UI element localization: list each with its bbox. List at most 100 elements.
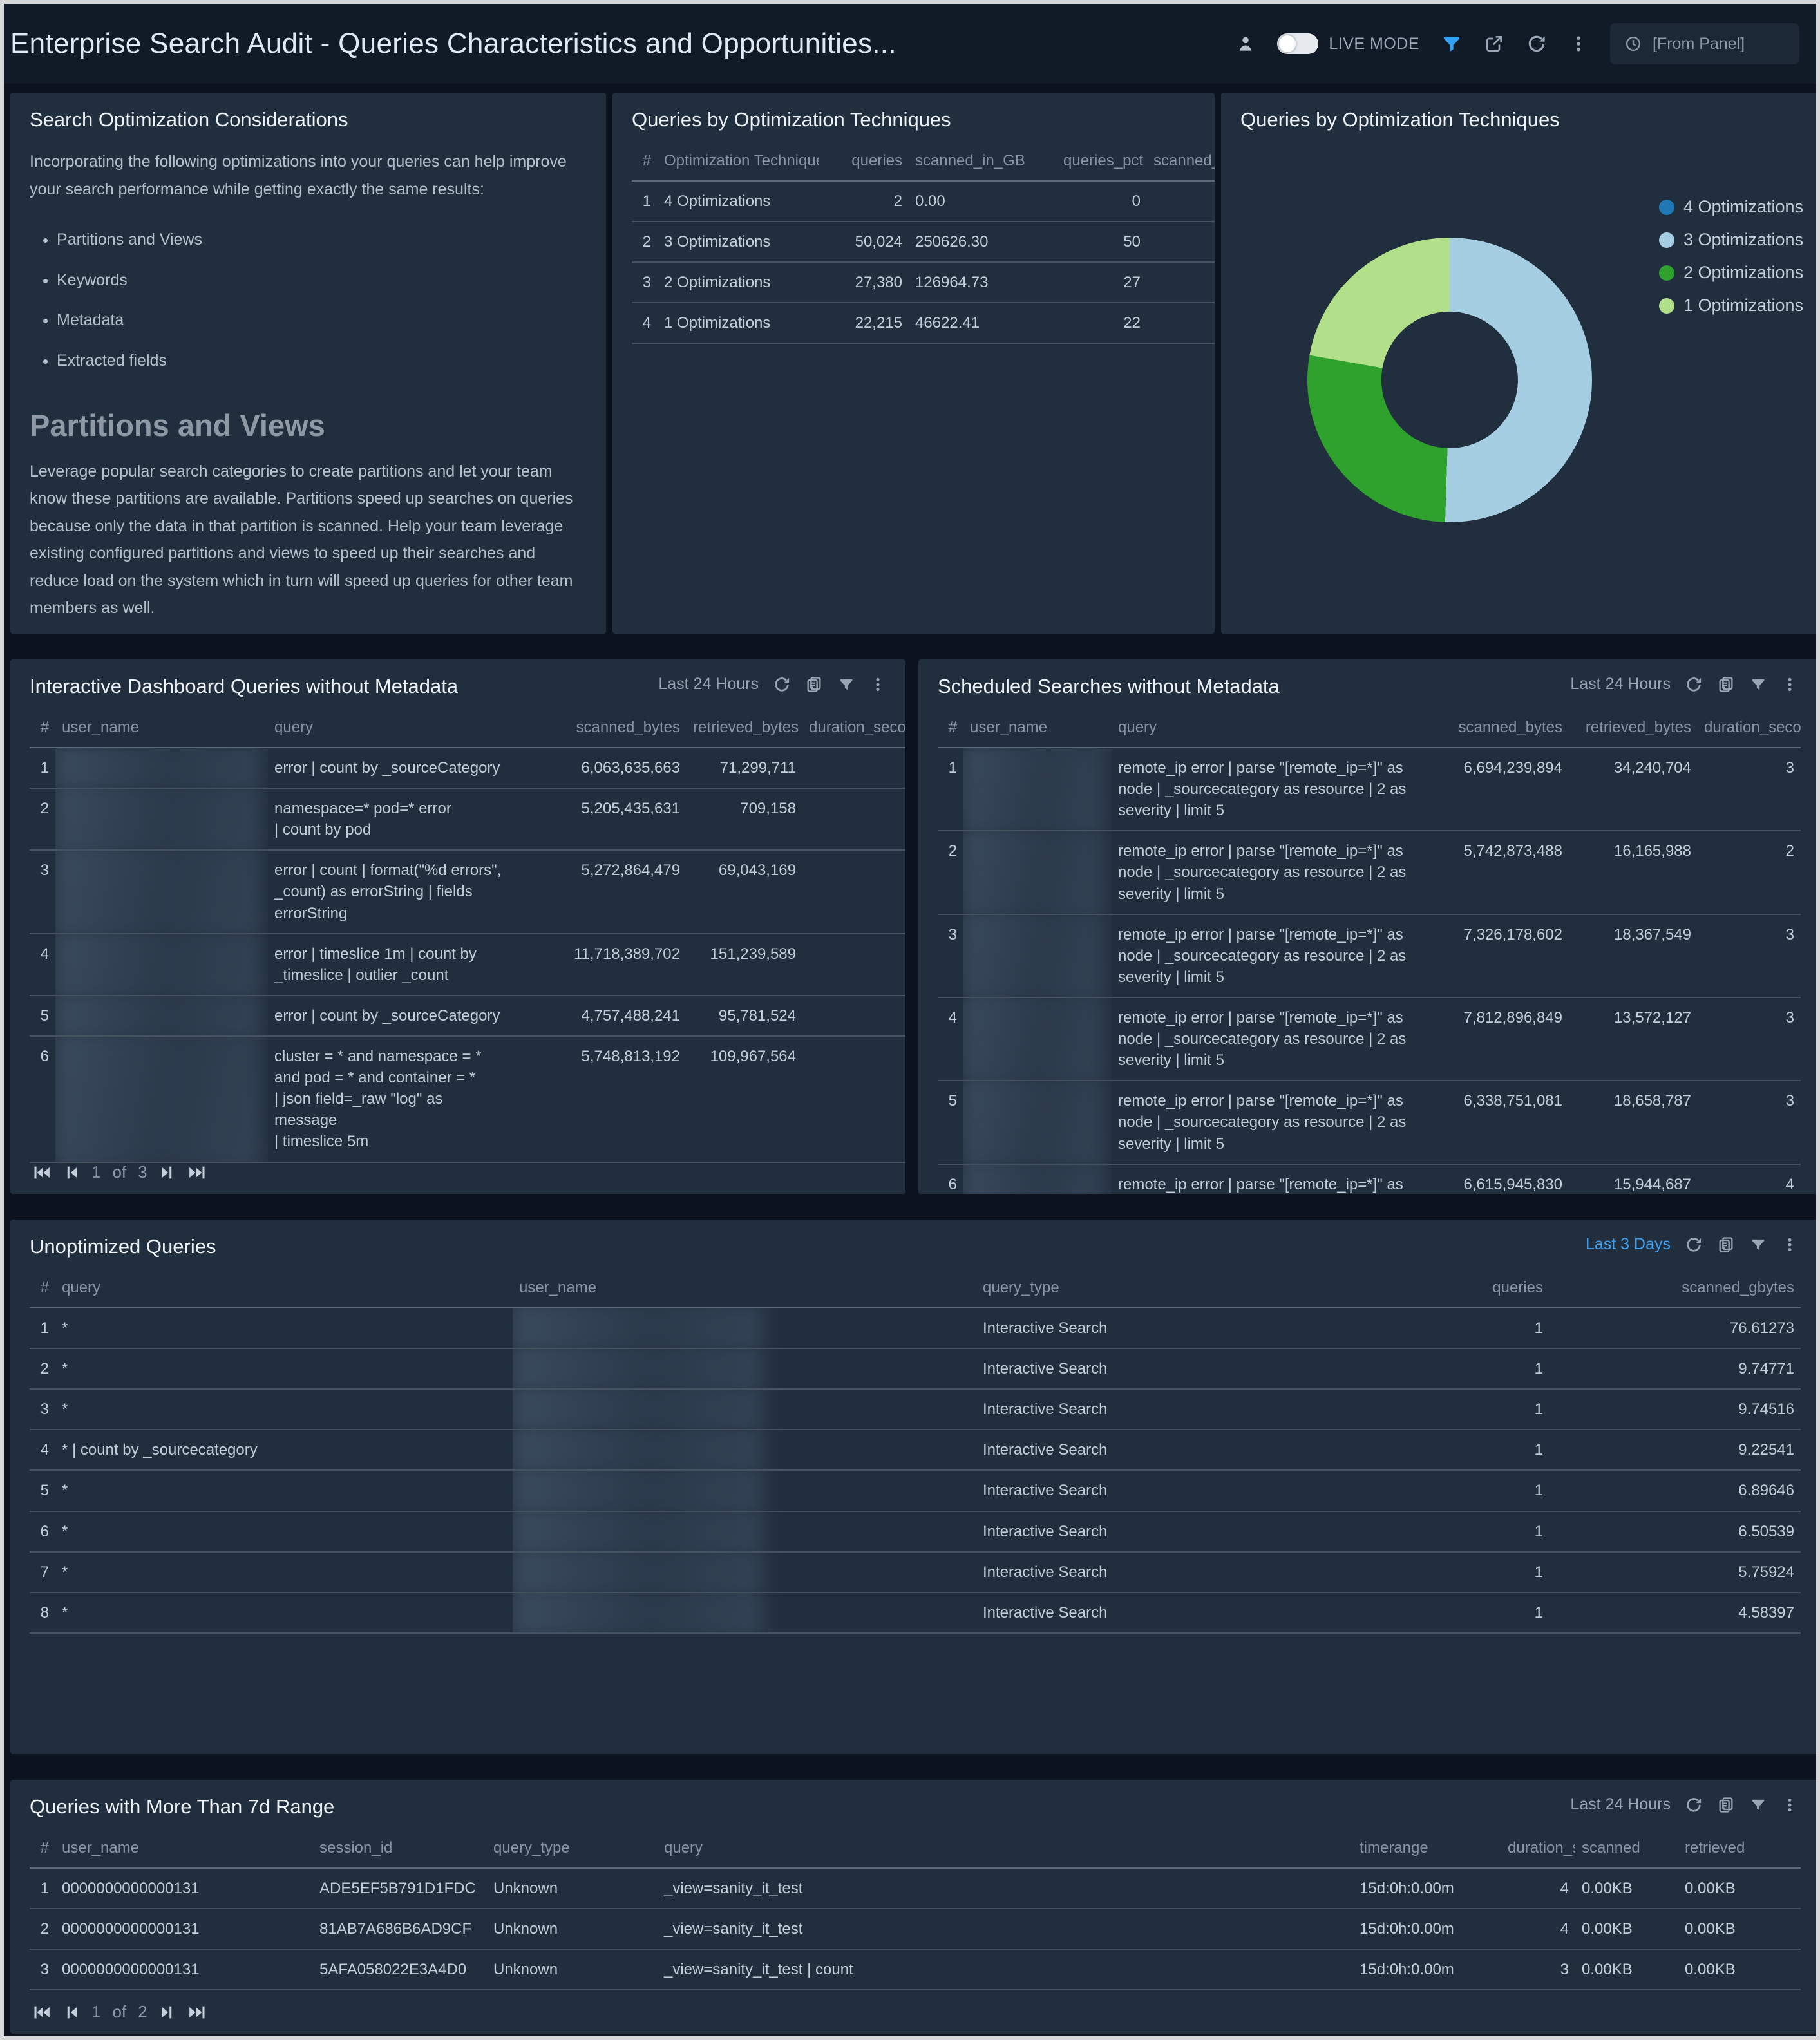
prev-page-button[interactable]	[62, 2003, 80, 2021]
share-icon[interactable]	[1484, 33, 1504, 54]
panel-time-range[interactable]: Last 24 Hours	[658, 675, 759, 693]
cell: _view=sanity_it_test	[658, 1868, 1353, 1910]
section-body-partitions: Leverage popular search categories to cr…	[30, 462, 573, 618]
redacted-user-name	[513, 1592, 764, 1632]
cell: Interactive Search	[976, 1592, 1337, 1634]
filter-icon[interactable]	[1749, 675, 1767, 694]
legend-swatch	[1659, 265, 1674, 281]
cell: 5.75924	[1550, 1551, 1801, 1593]
time-range-selector[interactable]: [From Panel]	[1610, 23, 1799, 64]
cell: 34,240,704	[1569, 748, 1698, 832]
panel-time-range[interactable]: Last 24 Hours	[1570, 1795, 1671, 1813]
cell	[802, 850, 905, 934]
cell: 7,326,178,602	[1434, 914, 1569, 998]
refresh-icon[interactable]	[1685, 1236, 1703, 1254]
cell: *	[55, 1551, 513, 1593]
table-row: 6 * Interactive Search 1 6.50539	[30, 1511, 1801, 1553]
refresh-icon[interactable]	[1526, 33, 1547, 54]
cell: *	[55, 1592, 513, 1634]
kebab-menu-icon[interactable]	[1781, 1797, 1798, 1813]
first-page-button[interactable]	[32, 1164, 50, 1182]
panel-time-range[interactable]: Last 24 Hours	[1570, 675, 1671, 693]
redacted-user-name	[513, 1308, 764, 1348]
cell: _view=sanity_it_test	[658, 1909, 1353, 1950]
cell: 15d:0h:0.00m	[1353, 1868, 1501, 1910]
redacted-user-name	[963, 831, 1105, 913]
legend-item[interactable]: 3 Optimizations	[1659, 230, 1803, 250]
cell: error | count by _sourceCategory	[268, 995, 558, 1037]
copy-icon[interactable]	[805, 675, 823, 694]
column-header: user_name	[55, 1828, 313, 1869]
kebab-menu-icon[interactable]	[1781, 1236, 1798, 1253]
column-header: timerange	[1353, 1828, 1501, 1869]
redacted-user-name	[963, 748, 1105, 830]
redacted-user-name	[513, 1348, 764, 1388]
prev-page-button[interactable]	[62, 1164, 80, 1182]
copy-icon[interactable]	[1717, 1236, 1735, 1254]
cell: 5	[30, 995, 55, 1037]
column-header: retrieved	[1678, 1828, 1801, 1869]
cell: 18,658,787	[1569, 1081, 1698, 1165]
cell: 0.00	[909, 181, 1057, 223]
last-page-button[interactable]	[189, 1164, 207, 1182]
kebab-menu-icon[interactable]	[1569, 34, 1588, 53]
table-row: 4 remote_ip error | parse "[remote_ip=*]"…	[938, 997, 1801, 1082]
cell	[963, 1081, 1112, 1165]
refresh-icon[interactable]	[773, 675, 791, 694]
kebab-menu-icon[interactable]	[1781, 676, 1798, 693]
cell: 9.74771	[1550, 1348, 1801, 1390]
legend-item[interactable]: 2 Optimizations	[1659, 263, 1803, 283]
cell: * | count by _sourcecategory	[55, 1430, 513, 1471]
cell	[55, 850, 268, 934]
cell: 0.00KB	[1678, 1909, 1801, 1950]
filter-icon[interactable]	[837, 675, 855, 694]
last-page-button[interactable]	[189, 2003, 207, 2021]
cell: 95,781,524	[687, 995, 802, 1037]
panel-time-range[interactable]: Last 3 Days	[1585, 1235, 1671, 1253]
cell	[513, 1430, 976, 1471]
cell: 7,812,896,849	[1434, 997, 1569, 1082]
cell: 15,944,687	[1569, 1164, 1698, 1194]
live-mode-toggle[interactable]	[1277, 33, 1319, 54]
filter-icon[interactable]	[1749, 1236, 1767, 1254]
copy-icon[interactable]	[1717, 675, 1735, 694]
column-header: query_type	[487, 1828, 658, 1869]
cell	[802, 933, 905, 996]
kebab-menu-icon[interactable]	[869, 676, 886, 693]
header-toolbar: LIVE MODE [From Panel]	[1236, 23, 1799, 64]
refresh-icon[interactable]	[1685, 1796, 1703, 1814]
filter-icon[interactable]	[1441, 33, 1462, 54]
cell: 6,338,751,081	[1434, 1081, 1569, 1165]
list-item: Keywords	[57, 267, 587, 294]
cell: 4,757,488,241	[558, 995, 687, 1037]
refresh-icon[interactable]	[1685, 675, 1703, 694]
cell: *	[55, 1511, 513, 1553]
cell: namespace=* pod=* error | count by pod	[268, 788, 558, 851]
pagination: 1 of 2	[32, 2002, 207, 2022]
redacted-user-name	[55, 850, 261, 932]
cell: 3 Optimizations	[658, 222, 819, 263]
redacted-user-name	[513, 1470, 764, 1510]
legend-item[interactable]: 4 Optimizations	[1659, 197, 1803, 217]
column-header: #	[30, 707, 55, 748]
cell: 1	[1337, 1470, 1550, 1512]
legend-item[interactable]: 1 Optimizations	[1659, 296, 1803, 316]
next-page-button[interactable]	[159, 1164, 177, 1182]
redacted-user-name	[55, 788, 261, 849]
copy-icon[interactable]	[1717, 1796, 1735, 1814]
cell	[513, 1551, 976, 1593]
donut-chart[interactable]	[1307, 238, 1592, 522]
user-icon[interactable]	[1236, 34, 1255, 53]
cell: 6,063,635,663	[558, 748, 687, 789]
cell: 109,967,564	[687, 1035, 802, 1163]
filter-icon[interactable]	[1749, 1796, 1767, 1814]
first-page-button[interactable]	[32, 2003, 50, 2021]
cell: 4	[1501, 1909, 1575, 1950]
cell: 6,694,239,894	[1434, 748, 1569, 832]
next-page-button[interactable]	[159, 2003, 177, 2021]
total-pages: 3	[138, 1162, 147, 1182]
cell	[513, 1470, 976, 1512]
cell: 1	[1337, 1592, 1550, 1634]
